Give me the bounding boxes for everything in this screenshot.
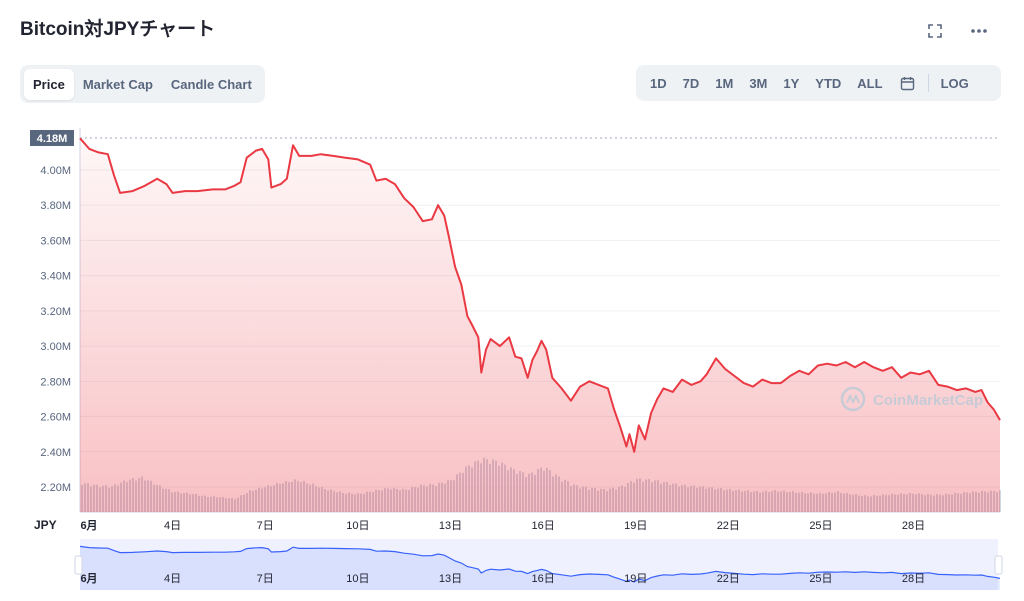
x-tick-label: 19日 (624, 520, 647, 532)
x-tick-label: 16日 (531, 520, 554, 532)
range-ytd-button[interactable]: YTD (815, 75, 842, 91)
range-3m-button[interactable]: 3M (749, 75, 768, 91)
navigator[interactable]: 6月 4日 7日 10日 13日 16日 19日 22日 25日 28日 (74, 539, 1003, 590)
navigator-x-tick-label: 25日 (809, 573, 832, 585)
chart-header-actions (926, 22, 988, 40)
navigator-x-tick-label: 19日 (624, 573, 647, 585)
x-tick-label: 4日 (164, 520, 181, 532)
chart-title: Bitcoin対JPYチャート (20, 19, 216, 40)
navigator-line (79, 545, 1001, 583)
tab-market-cap[interactable]: Market Cap (82, 76, 153, 92)
navigator-x-tick-label: 4日 (164, 573, 181, 585)
x-tick-label: 25日 (809, 520, 832, 532)
range-7d-button[interactable]: 7D (682, 75, 700, 91)
y-tick-label: 3.40M (40, 271, 71, 283)
x-tick-label: 13日 (439, 520, 462, 532)
calendar-icon[interactable] (891, 70, 924, 97)
y-tick-label: 2.60M (40, 412, 71, 424)
log-scale-button[interactable]: LOG (940, 75, 969, 91)
currency-label: JPY (34, 518, 57, 532)
range-1y-button[interactable]: 1Y (783, 75, 800, 91)
current-value-label: 4.18M (37, 133, 68, 145)
navigator-area (80, 546, 1000, 590)
navigator-x-tick-label: 28日 (902, 573, 925, 585)
navigator-x-tick-label: 16日 (531, 573, 554, 585)
range-1d-button[interactable]: 1D (650, 75, 667, 91)
fullscreen-icon[interactable] (926, 22, 944, 40)
x-tick-label: 6月 (80, 519, 97, 532)
x-tick-label: 10日 (346, 520, 369, 532)
price-line (79, 137, 1001, 453)
y-tick-label: 4.00M (40, 165, 71, 177)
tab-price[interactable]: Price (24, 68, 74, 100)
x-tick-label: 7日 (257, 520, 274, 532)
x-tick-label: 22日 (717, 520, 740, 532)
navigator-x-tick-label: 6月 (80, 572, 97, 585)
range-divider (927, 74, 929, 92)
navigator-x-labels: 6月 4日 7日 10日 13日 16日 19日 22日 25日 28日 (80, 572, 925, 585)
range-1m-button[interactable]: 1M (715, 75, 734, 91)
time-range-selector: 1D 7D 1M 3M 1Y YTD ALL LOG (636, 65, 1001, 101)
tab-candle-chart[interactable]: Candle Chart (170, 76, 252, 92)
current-value-badge: 4.18M (30, 130, 74, 146)
watermark: CoinMarketCap (840, 386, 983, 412)
y-tick-label: 2.80M (40, 376, 71, 388)
y-tick-label: 3.80M (40, 200, 71, 212)
y-tick-label: 3.60M (40, 235, 71, 247)
y-axis-labels: 4.00M 3.80M 3.60M 3.40M 3.20M 3.00M 2.80M 2.60M… (40, 165, 71, 494)
navigator-left-handle[interactable] (74, 555, 83, 575)
price-area-fill (80, 138, 1000, 513)
chart-type-tabs: Price Market Cap Candle Chart (20, 65, 265, 103)
watermark-text: CoinMarketCap (873, 392, 983, 409)
range-all-button[interactable]: ALL (857, 75, 883, 91)
navigator-x-tick-label: 22日 (717, 573, 740, 585)
navigator-x-tick-label: 13日 (439, 573, 462, 585)
x-axis-labels: 6月 4日 7日 10日 13日 16日 19日 22日 25日 28日 (80, 519, 925, 532)
y-tick-label: 2.20M (40, 482, 71, 494)
more-options-icon[interactable] (970, 22, 988, 40)
navigator-x-tick-label: 10日 (346, 573, 369, 585)
y-tick-label: 3.00M (40, 341, 71, 353)
x-tick-label: 28日 (902, 520, 925, 532)
y-tick-label: 2.40M (40, 447, 71, 459)
y-tick-label: 3.20M (40, 306, 71, 318)
navigator-x-tick-label: 7日 (257, 573, 274, 585)
navigator-right-handle[interactable] (994, 555, 1003, 575)
